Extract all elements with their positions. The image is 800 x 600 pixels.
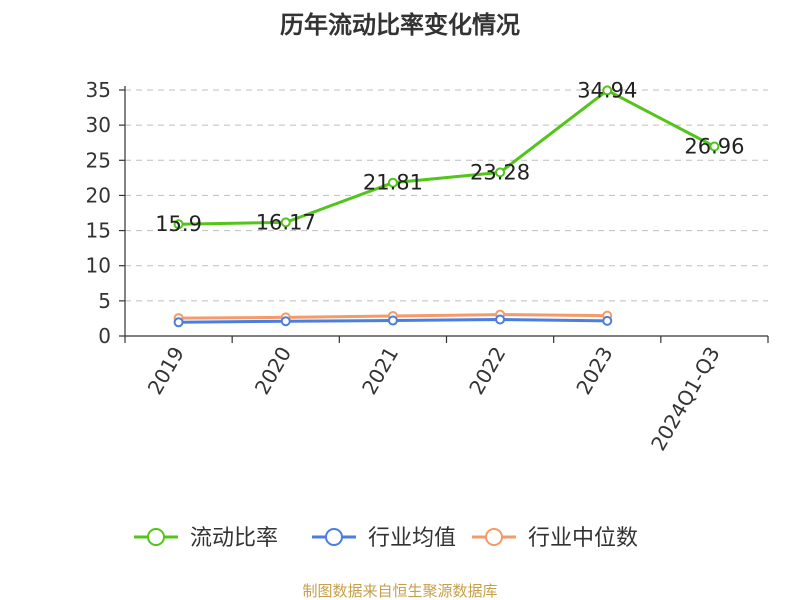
y-tick-label: 20: [86, 183, 111, 207]
axes: 0 5 10 15 20 25 30 35 2019 2020 2021 2022 2023 2024Q1…: [86, 78, 769, 455]
legend-item[interactable]: 行业均值: [312, 526, 456, 551]
series-line: [178, 88, 716, 226]
y-tick-label: 30: [86, 113, 111, 137]
source-note: 制图数据来自恒生聚源数据库: [302, 582, 497, 600]
legend-label: 流动比率: [190, 526, 278, 551]
data-point: [495, 167, 506, 178]
series-group: 15.9 16.17 21.81 23.28 34.94 26.96: [155, 78, 744, 328]
y-tick-label: 15: [86, 219, 111, 243]
y-tick-label: 5: [98, 289, 111, 313]
data-point: [280, 217, 291, 228]
chart-title: 历年流动比率变化情况: [280, 11, 520, 39]
data-label: 16.17: [256, 210, 316, 234]
data-label: 34.94: [577, 78, 637, 102]
y-tick-label: 25: [86, 148, 111, 172]
data-label: 23.28: [470, 160, 530, 184]
data-label: 15.9: [155, 212, 202, 236]
data-point: [709, 141, 720, 152]
legend[interactable]: 流动比率 行业均值 行业中位数: [134, 526, 638, 551]
data-point: [280, 316, 291, 327]
grid-lines: [125, 89, 768, 302]
data-point: [602, 85, 613, 96]
x-tick-label: 2020: [250, 343, 296, 399]
data-point: [173, 219, 184, 230]
x-tick-label: 2021: [357, 343, 403, 399]
legend-item[interactable]: 流动比率: [134, 526, 278, 551]
x-tick-label: 2022: [464, 343, 510, 399]
legend-label: 行业均值: [368, 526, 456, 551]
data-label: 26.96: [684, 135, 744, 159]
legend-marker: [485, 528, 503, 546]
x-tick-label: 2019: [143, 343, 189, 399]
legend-marker: [147, 528, 165, 546]
data-point: [495, 314, 506, 325]
data-point: [173, 317, 184, 328]
y-tick-label: 10: [86, 254, 111, 278]
legend-marker: [325, 528, 343, 546]
legend-item[interactable]: 行业中位数: [472, 526, 638, 551]
x-tick-label: 2024Q1-Q3: [646, 343, 725, 455]
data-point: [602, 315, 613, 326]
data-label: 21.81: [363, 171, 423, 195]
y-tick-label: 0: [98, 324, 111, 348]
x-tick-label: 2023: [571, 343, 617, 399]
data-point: [387, 177, 398, 188]
legend-label: 行业中位数: [528, 526, 638, 551]
data-point: [387, 315, 398, 326]
y-tick-label: 35: [86, 78, 111, 102]
